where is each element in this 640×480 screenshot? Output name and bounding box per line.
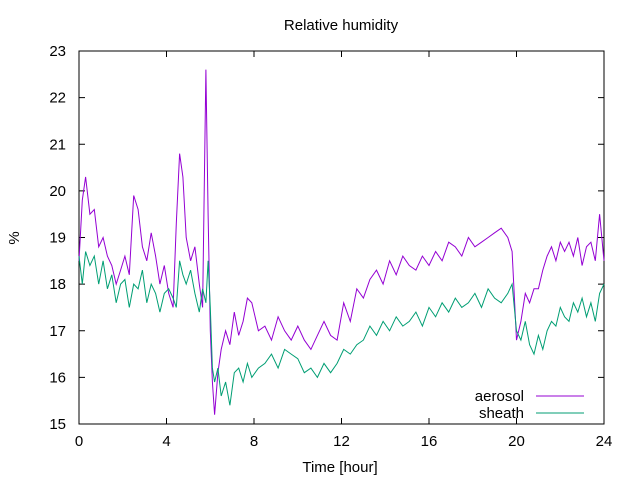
legend-label-sheath: sheath bbox=[479, 405, 524, 422]
legend-label-aerosol: aerosol bbox=[475, 388, 524, 405]
x-axis-label: Time [hour] bbox=[302, 459, 377, 476]
series-line-sheath bbox=[78, 251, 605, 406]
chart-title: Relative humidity bbox=[284, 17, 399, 34]
y-tick-label: 17 bbox=[49, 323, 66, 340]
y-tick-label: 16 bbox=[49, 369, 66, 386]
y-tick-label: 22 bbox=[49, 90, 66, 107]
plot-border bbox=[78, 50, 605, 425]
y-tick-label: 20 bbox=[49, 183, 66, 200]
x-tick-label: 12 bbox=[333, 433, 350, 450]
y-tick-label: 21 bbox=[49, 136, 66, 153]
y-tick-label: 15 bbox=[49, 416, 66, 433]
x-tick-label: 4 bbox=[162, 433, 170, 450]
y-tick-label: 19 bbox=[49, 230, 66, 247]
x-tick-label: 8 bbox=[250, 433, 258, 450]
x-tick-label: 16 bbox=[421, 433, 438, 450]
y-axis-label: % bbox=[6, 231, 23, 244]
y-tick-label: 23 bbox=[49, 43, 66, 60]
x-tick-label: 20 bbox=[508, 433, 525, 450]
x-tick-label: 0 bbox=[75, 433, 83, 450]
x-tick-label: 24 bbox=[596, 433, 613, 450]
series-line-aerosol bbox=[78, 69, 605, 415]
y-tick-label: 18 bbox=[49, 276, 66, 293]
